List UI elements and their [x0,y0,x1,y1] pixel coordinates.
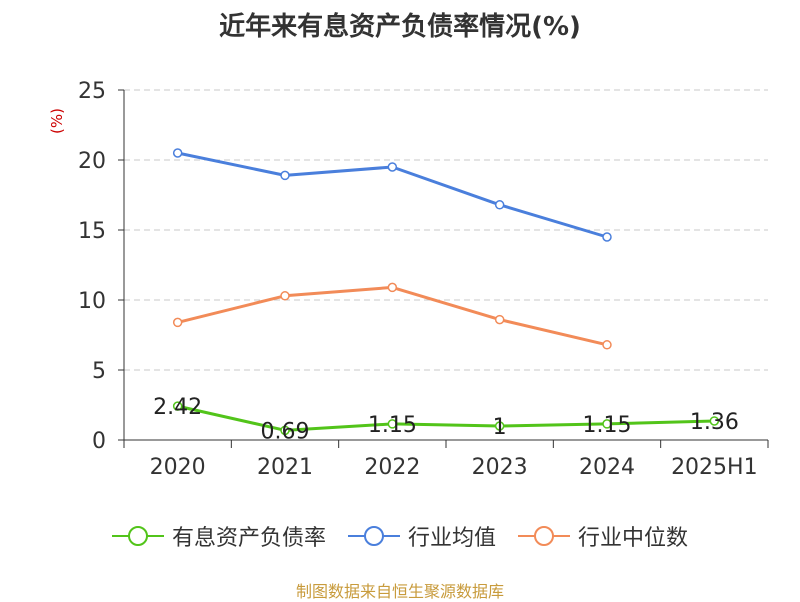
chart-title: 近年来有息资产负债率情况(%) [219,12,581,42]
series-point-1 [602,232,612,242]
data-label: 1.15 [368,413,417,438]
series-line-0 [177,404,715,432]
data-label: 0.69 [261,419,310,444]
legend-item-industry-median[interactable]: 行业中位数 [518,520,688,552]
series-point-1 [494,200,505,210]
data-label: 2.42 [153,395,202,420]
series-point-1 [387,162,398,172]
series-point-0 [280,425,290,436]
x-tick-label: 2020 [150,455,206,480]
legend-label: 行业中位数 [578,526,689,551]
legend-label: 行业均值 [407,526,496,551]
series-point-2 [172,317,183,328]
series-point-0 [709,416,720,426]
source-footnote: 制图数据来自恒生聚源数据库 [295,582,504,601]
series-point-0 [387,419,398,429]
y-tick-label: 5 [92,359,106,384]
series-point-2 [602,340,612,350]
legend-item-industry-mean[interactable]: 行业均值 [347,520,496,552]
x-tick-label: 2023 [472,455,528,480]
series-point-2 [494,314,505,325]
data-label: 1 [493,415,507,440]
data-label: 1.36 [690,410,739,435]
legend-swatch-green-icon [111,526,164,546]
y-tick-label: 20 [78,149,106,174]
y-tick-label: 0 [92,429,106,454]
legend: 有息资产负债率 行业均值 行业中位数 [0,520,800,552]
x-tick-label: 2021 [257,455,313,480]
legend-label: 有息资产负债率 [171,526,326,551]
series-point-2 [280,291,290,301]
series-line-2 [177,285,608,347]
series-point-0 [494,421,505,431]
series-point-0 [172,401,183,411]
y-tick-label: 25 [78,79,106,104]
legend-swatch-orange-icon [518,526,570,546]
legend-item-interest-debt-ratio[interactable]: 有息资产负债率 [111,520,326,552]
x-tick-label: 2025H1 [671,455,758,480]
series-point-1 [172,148,183,158]
series-point-2 [387,282,398,293]
legend-swatch-blue-icon [347,526,400,546]
x-tick-label: 2022 [364,455,420,480]
x-tick-label: 2024 [579,455,635,480]
series-point-1 [280,170,290,181]
data-label: 1.15 [583,413,632,438]
series-point-0 [602,419,612,429]
y-tick-label: 10 [78,289,106,314]
y-tick-label: 15 [78,219,106,244]
